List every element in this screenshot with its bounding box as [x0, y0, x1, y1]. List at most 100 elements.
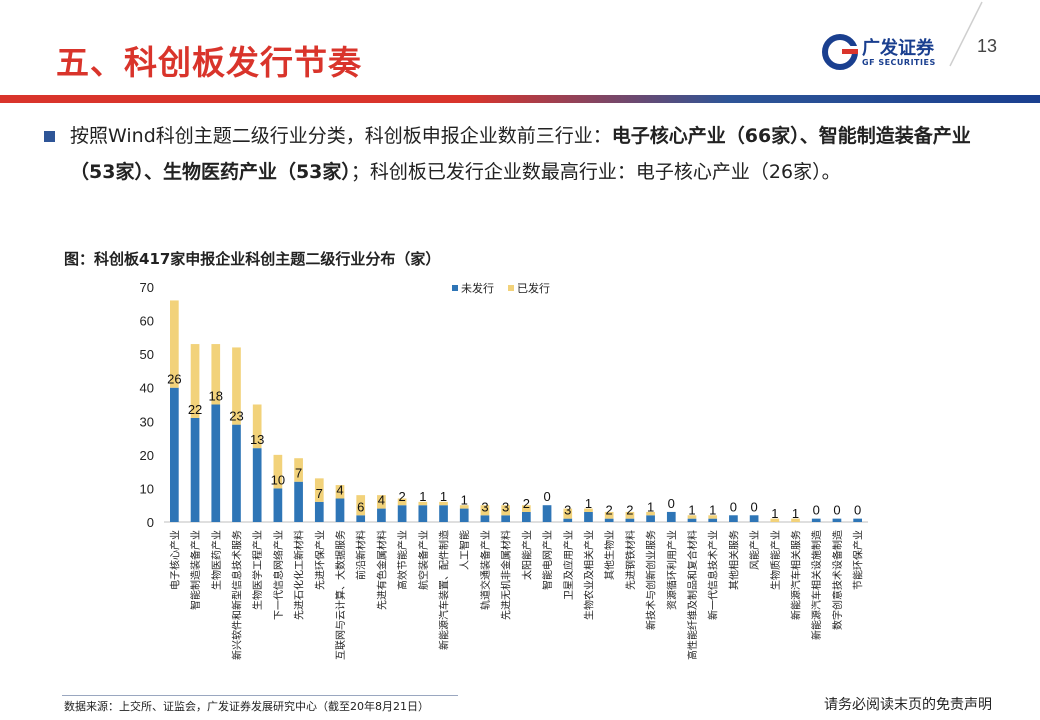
issued-data-label: 1 [585, 496, 592, 511]
issued-data-label: 0 [668, 496, 675, 511]
issued-data-label: 2 [399, 489, 406, 504]
bar-not-issued [666, 511, 676, 522]
x-category-label: 资源循环利用产业 [665, 530, 678, 610]
footer-divider [62, 695, 458, 696]
x-category-label: 新能源汽车相关服务 [790, 530, 803, 620]
x-category-label: 高性能纤维及制品和复合材料 [686, 530, 699, 660]
bar-issued [294, 458, 303, 482]
figure-title: 图：科创板417家申报企业科创主题二级行业分布（家） [64, 250, 441, 268]
summary-text-bold: 电子核心产业（66家）、智能制造装备产业（53家）、生物医药产业（53家） [70, 125, 971, 183]
x-category-label: 智能制造装备产业 [189, 530, 202, 610]
bar-not-issued [646, 515, 655, 522]
issued-data-label: 3 [564, 503, 571, 518]
bar-issued [314, 478, 324, 502]
x-category-label: 其他相关服务 [727, 530, 740, 590]
x-category-label: 新能源汽车相关设施制造 [810, 530, 823, 640]
x-category-label: 互联网与云计算、大数据服务 [334, 530, 347, 660]
bar-not-issued [211, 404, 221, 522]
bar-not-issued [314, 501, 324, 522]
bar-not-issued [625, 518, 635, 522]
y-tick-label: 60 [140, 314, 154, 329]
bar-not-issued [522, 511, 531, 522]
bar-issued [273, 454, 283, 489]
issued-data-label: 22 [188, 402, 202, 417]
x-category-label: 太阳能产业 [520, 530, 533, 580]
x-category-label: 航空装备产业 [417, 530, 430, 590]
x-category-label: 高效节能产业 [396, 530, 409, 590]
bar-not-issued [604, 518, 614, 522]
x-category-label: 先进石化化工新材料 [293, 530, 306, 620]
x-category-label: 智能电网产业 [541, 530, 554, 590]
bar-issued [418, 501, 428, 506]
bar-issued [646, 511, 655, 516]
data-source: 数据来源：上交所、证监会，广发证券发展研究中心（截至20年8月21日） [64, 700, 429, 713]
bar-issued [190, 344, 200, 418]
x-category-label: 卫星及应用产业 [562, 530, 575, 600]
bullet-square-icon [44, 131, 55, 142]
issued-data-label: 1 [688, 503, 695, 518]
bar-issued [356, 495, 366, 516]
issued-data-label: 2 [523, 496, 530, 511]
issued-data-label: 13 [250, 432, 264, 447]
y-tick-label: 20 [140, 448, 154, 463]
bar-issued [480, 505, 490, 516]
legend-swatch [452, 285, 458, 291]
bar-not-issued [397, 505, 407, 522]
x-category-label: 新一代信息技术产业 [707, 530, 720, 620]
bar-issued [252, 404, 262, 449]
bar-issued [770, 518, 780, 522]
issued-data-label: 1 [647, 499, 654, 514]
y-tick-label: 30 [140, 414, 154, 429]
bar-issued [459, 505, 469, 509]
x-category-label: 轨道交通装备产业 [479, 530, 492, 610]
issued-data-label: 0 [543, 489, 550, 504]
legend-label: 已发行 [517, 281, 550, 295]
issued-data-label: 6 [357, 499, 364, 514]
bar-not-issued [170, 387, 179, 522]
bar-not-issued [252, 448, 262, 522]
bar-not-issued [542, 505, 552, 522]
bar-not-issued [708, 518, 718, 522]
issued-data-label: 18 [209, 389, 223, 404]
logo-text-cn: 广发证券 [862, 38, 934, 59]
bar-issued [170, 300, 179, 388]
summary-text-1: 按照Wind科创主题二级行业分类，科创板申报企业数前三行业： [70, 125, 612, 147]
x-category-label: 生物医药产业 [210, 530, 223, 590]
bar-not-issued [501, 515, 510, 522]
bar-issued [397, 498, 407, 506]
bar-not-issued [294, 481, 303, 522]
gf-logo: 广发证券 GF SECURITIES [822, 32, 942, 76]
header-rule [0, 95, 1040, 103]
summary-paragraph: 按照Wind科创主题二级行业分类，科创板申报企业数前三行业：电子核心产业（66家… [70, 118, 1010, 190]
x-category-label: 人工智能 [458, 530, 471, 570]
bar-not-issued [273, 488, 283, 522]
x-category-label: 电子核心产业 [168, 530, 181, 590]
issued-data-label: 1 [440, 489, 447, 504]
issued-data-label: 2 [626, 503, 633, 518]
bar-issued [377, 495, 386, 509]
x-category-label: 新能源汽车装置、配件制造 [438, 530, 451, 650]
bar-not-issued [563, 518, 573, 522]
legend-label: 未发行 [461, 281, 494, 295]
x-category-label: 新技术与创新创业服务 [645, 530, 658, 630]
bar-not-issued [356, 515, 366, 522]
bar-not-issued [190, 417, 200, 522]
gf-logo-mark-icon [822, 34, 860, 70]
y-tick-label: 10 [140, 481, 154, 496]
issued-data-label: 1 [419, 489, 426, 504]
issued-data-label: 0 [833, 503, 840, 518]
bar-not-issued [584, 511, 593, 522]
page-number: 13 [977, 36, 998, 56]
x-category-label: 风能产业 [748, 530, 761, 570]
bar-not-issued [418, 505, 428, 522]
bar-not-issued [459, 508, 469, 522]
y-tick-label: 0 [147, 515, 154, 530]
issued-data-label: 7 [295, 466, 302, 481]
x-category-label: 先进无机非金属材料 [500, 530, 513, 620]
x-category-label: 下一代信息网络产业 [272, 530, 285, 620]
x-category-label: 先进钢铁材料 [624, 530, 637, 590]
issued-data-label: 3 [481, 499, 488, 514]
x-category-label: 生物医学工程产业 [251, 530, 264, 610]
issued-data-label: 0 [751, 499, 758, 514]
bar-issued [604, 511, 614, 519]
